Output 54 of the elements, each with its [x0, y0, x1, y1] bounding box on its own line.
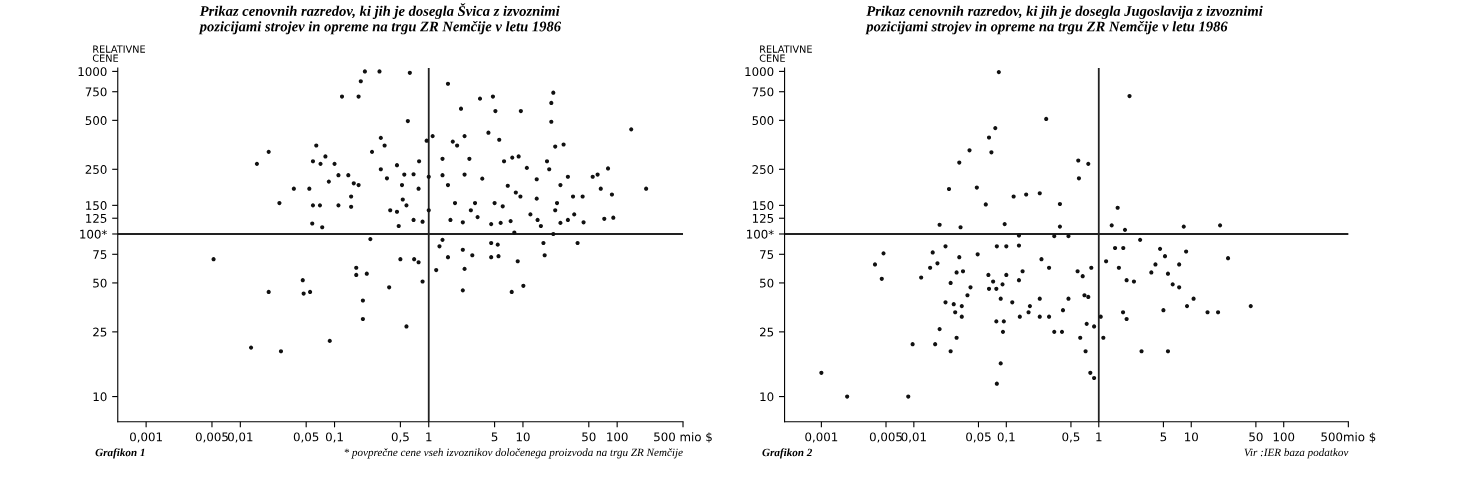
y-tick-label: 100*	[747, 229, 774, 239]
x-tick-label: 1	[1096, 432, 1102, 442]
y-tick-label: 1000	[78, 67, 107, 77]
y-tick-label: 1000	[745, 67, 774, 77]
y-tick-label: 150	[86, 201, 107, 211]
y-tick-label: 75	[93, 250, 107, 259]
y-tick-label: 250	[85, 165, 107, 174]
y-tick-label: 25	[760, 327, 774, 337]
x-tick-label: 100	[607, 432, 628, 442]
text: Grafikon 1	[95, 448, 145, 459]
x-tick-label: 500mio $	[1321, 432, 1376, 443]
x-tick-label: 0,005	[195, 432, 228, 443]
x-tick-label: 0,1	[997, 432, 1015, 443]
y-tick-label: 100*	[80, 229, 107, 239]
y-tick-label: 25	[93, 327, 107, 337]
x-tick-label: 0,001	[805, 432, 838, 443]
chart-title: Prikaz cenovnih razredov, ki jih je dosegla Jugoslavija z izvoznimi pozicijami strojev in opreme na trgu ZR Nemčije v letu 1986	[865, 5, 1263, 35]
y-tick-label: 125	[86, 213, 107, 223]
x-tick-label: 5	[1160, 432, 1167, 442]
x-tick-label: 0,5	[1062, 432, 1080, 443]
chart-title: Prikaz cenovnih razredov, ki jih je dosegla Švica z izvoznimi pozicijami strojev in opreme na trgu ZR Nemčije v letu 1986	[198, 3, 562, 35]
x-tick-label: 0,005	[869, 432, 902, 443]
x-tick-label: 0,05	[293, 432, 319, 443]
y-axis-title: RELATIVNE CENE	[92, 45, 145, 62]
x-tick-label: 0,1	[325, 432, 343, 443]
x-tick-label: 1	[426, 432, 432, 442]
y-tick-label: 50	[93, 278, 107, 288]
y-tick-label: 50	[760, 278, 774, 288]
y-tick-label: 500	[752, 116, 774, 125]
text: Grafikon 2	[762, 448, 813, 459]
x-tick-label: 50	[582, 432, 596, 442]
y-tick-label: 750	[752, 87, 774, 97]
x-tick-label: 0,01	[901, 432, 926, 443]
x-tick-label: 0,5	[391, 432, 409, 443]
y-axis-title: RELATIVNE CENE	[759, 45, 812, 62]
y-tick-label: 10	[93, 392, 107, 402]
x-tick-label: 5	[491, 432, 498, 442]
text: Vir :IER baza podatkov	[1244, 448, 1349, 459]
x-tick-label: 10	[1185, 432, 1198, 442]
y-tick-label: 10	[760, 392, 774, 402]
x-tick-label: 0,05	[966, 432, 991, 443]
x-tick-label: 0,01	[227, 432, 253, 443]
x-tick-label: 50	[1249, 432, 1263, 442]
y-tick-label: 750	[85, 87, 107, 97]
x-tick-label: 10	[516, 432, 530, 442]
y-tick-label: 150	[752, 201, 774, 211]
y-tick-label: 250	[752, 165, 774, 174]
text: * povprečne cene vseh izvoznikov določenega proizvoda na trgu ZR Nemčije	[344, 448, 683, 459]
y-tick-label: 500	[85, 116, 107, 125]
x-tick-label: 500 mio $	[654, 432, 712, 443]
x-tick-label: 0,001	[130, 432, 162, 443]
y-tick-label: 125	[752, 213, 774, 223]
x-tick-label: 100	[1273, 432, 1295, 442]
y-tick-label: 75	[760, 250, 774, 259]
